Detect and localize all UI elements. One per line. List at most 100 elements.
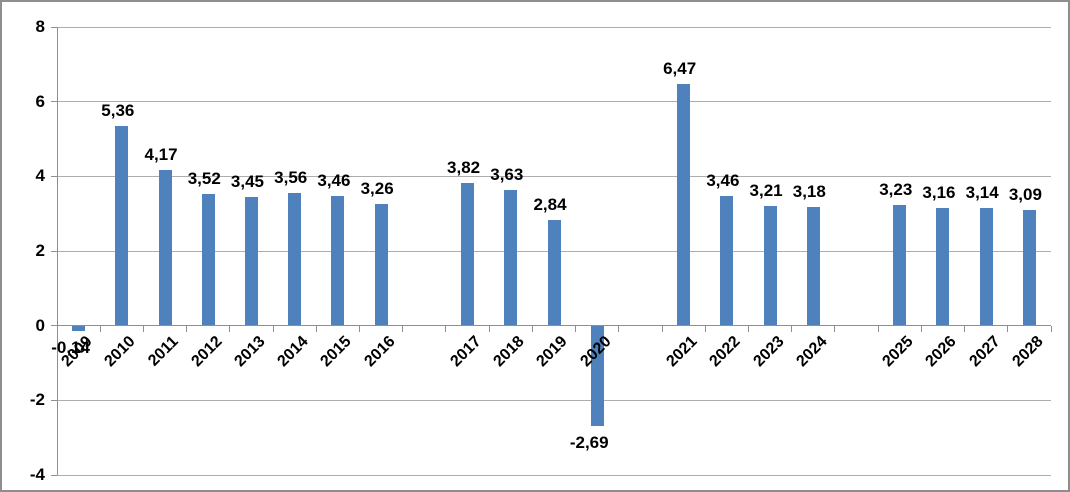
y-axis-label: -4 [29,465,45,484]
x-label-2023: 2023 [749,332,788,370]
gridline [57,399,1051,401]
x-label-2027: 2027 [966,332,1004,370]
value-label-2020: -2,69 [569,433,609,453]
bar-2011 [158,169,172,326]
y-axis-label: 2 [35,241,45,260]
value-label-2016: 3,26 [360,178,394,198]
bar-2010 [115,125,129,326]
y-axis-tick [51,250,57,252]
y-axis-tick [51,399,57,401]
value-label-2019: 2,84 [533,194,567,214]
bar-2014 [288,192,302,326]
x-label-2028: 2028 [1009,332,1047,370]
value-label-2015: 3,46 [317,171,351,191]
y-axis-label: 4 [35,166,45,186]
bar-2022 [720,196,734,326]
bar-2020 [590,325,604,427]
value-label-2011: 4,17 [144,144,178,164]
bar-2023 [763,205,777,326]
value-label-2024: 3,18 [792,181,826,201]
bar-2027 [979,208,993,326]
x-axis-tick [99,325,101,332]
value-label-2013: 3,45 [230,171,265,191]
x-label-2016: 2016 [360,332,399,370]
x-axis-tick [531,325,533,332]
x-axis-tick [661,325,663,332]
bar-2012 [201,194,215,326]
x-label-2026: 2026 [922,332,960,370]
x-label-2018: 2018 [490,332,528,370]
value-label-2021: 6,47 [663,59,697,79]
x-label-2017: 2017 [447,332,485,370]
bar-2024 [806,206,820,326]
y-axis-tick [51,175,57,177]
y-axis-label: 6 [35,91,45,111]
x-axis-tick [445,325,447,332]
x-label-2014: 2014 [274,332,312,370]
value-label-2027: 3,14 [965,183,999,203]
x-label-2015: 2015 [317,332,355,370]
y-axis-tick [51,474,57,476]
y-axis-label: 8 [35,17,45,36]
gridline [57,175,1051,177]
value-label-2010: 5,36 [101,100,135,120]
x-axis-tick [747,325,749,332]
value-label-2023: 3,21 [749,180,783,200]
gridline [57,325,1051,327]
x-label-2021: 2021 [663,332,701,370]
x-label-2022: 2022 [706,332,744,370]
x-label-2012: 2012 [188,332,226,370]
bar-2026 [936,207,950,326]
x-axis-tick [877,325,879,332]
value-label-2028: 3,09 [1008,185,1042,205]
x-axis-tick [834,325,836,332]
bar-2017 [461,183,475,326]
bar-2013 [244,196,258,326]
x-axis-tick [272,325,274,332]
x-axis-tick [402,325,404,332]
x-axis-tick [142,325,144,332]
x-axis-tick [186,325,188,332]
value-label-2022: 3,46 [706,171,740,191]
y-axis-tick [51,325,57,327]
value-label-2018: 3,63 [490,165,524,185]
x-axis-tick [704,325,706,332]
y-axis-tick [51,101,57,103]
y-axis-label: 0 [35,315,45,335]
x-axis-tick [964,325,966,332]
x-axis-tick [315,325,317,332]
value-label-2009: -0,14 [51,337,90,357]
x-axis-tick [791,325,793,332]
bar-2025 [893,205,907,326]
bar-2009 [72,325,86,331]
x-label-2019: 2019 [533,332,572,370]
y-axis-tick [51,26,57,28]
x-axis-tick [229,325,231,332]
x-axis-tick [575,325,577,332]
x-label-2013: 2013 [231,332,269,370]
bar-2028 [1022,210,1036,326]
bar-2015 [331,196,345,326]
y-axis-line [57,27,58,475]
x-axis-tick [1007,325,1009,332]
x-axis-tick [618,325,620,332]
value-label-2014: 3,56 [274,167,308,187]
x-axis-tick [359,325,361,332]
bar-2016 [374,203,388,326]
gridline [57,26,1051,28]
value-label-2017: 3,82 [447,158,481,178]
x-label-2024: 2024 [793,332,831,370]
x-label-2011: 2011 [145,332,183,370]
bar-2018 [504,190,518,326]
y-axis-label: -2 [29,390,45,410]
value-label-2012: 3,52 [187,169,221,189]
x-axis-tick [920,325,922,332]
value-label-2026: 3,16 [922,182,956,202]
gridline [57,101,1051,103]
bar-2021 [677,84,691,326]
value-label-2025: 3,23 [879,180,913,200]
bar-2019 [547,219,561,326]
x-label-2025: 2025 [879,332,917,370]
